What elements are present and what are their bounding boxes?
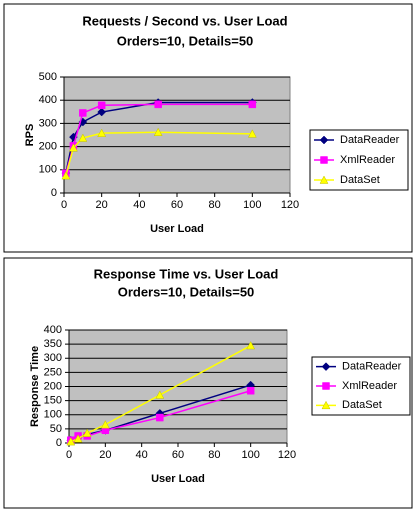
x-tick-label: 0 bbox=[61, 199, 67, 211]
y-axis-label: Response Time bbox=[29, 346, 41, 427]
x-tick-label: 80 bbox=[209, 199, 221, 211]
x-tick-label: 60 bbox=[171, 199, 183, 211]
marker bbox=[321, 362, 331, 372]
marker bbox=[100, 420, 110, 429]
marker bbox=[319, 175, 329, 184]
series-line bbox=[65, 131, 253, 176]
plot-area bbox=[63, 76, 291, 194]
marker bbox=[248, 100, 257, 109]
chart-title: Requests / Second vs. User Load bbox=[82, 13, 287, 28]
x-axis-label: User Load bbox=[151, 473, 205, 485]
x-tick-label: 20 bbox=[96, 199, 108, 211]
x-tick-label: 80 bbox=[208, 449, 220, 461]
marker bbox=[78, 133, 88, 142]
x-tick-label: 120 bbox=[281, 199, 299, 211]
y-tick-label: 0 bbox=[56, 437, 62, 449]
x-axis-label: User Load bbox=[150, 223, 204, 235]
y-tick-label: 200 bbox=[44, 380, 62, 392]
x-tick-label: 40 bbox=[133, 199, 145, 211]
x-tick-label: 0 bbox=[66, 449, 72, 461]
y-tick-label: 350 bbox=[44, 338, 62, 350]
y-tick-label: 150 bbox=[44, 395, 62, 407]
legend-label: XmlReader bbox=[342, 380, 397, 392]
x-tick-label: 20 bbox=[99, 449, 111, 461]
marker bbox=[246, 341, 256, 350]
marker bbox=[154, 100, 162, 109]
chart-subtitle: Orders=10, Details=50 bbox=[117, 33, 254, 48]
y-tick-label: 400 bbox=[44, 324, 62, 336]
y-tick-label: 100 bbox=[39, 164, 57, 176]
y-tick-label: 250 bbox=[44, 366, 62, 378]
y-tick-label: 100 bbox=[44, 409, 62, 421]
y-tick-label: 400 bbox=[39, 94, 57, 106]
marker bbox=[79, 109, 87, 117]
x-tick-label: 120 bbox=[278, 449, 296, 461]
y-tick-label: 50 bbox=[50, 423, 62, 435]
marker bbox=[73, 434, 83, 443]
y-tick-label: 0 bbox=[51, 187, 57, 199]
marker bbox=[68, 143, 78, 152]
marker bbox=[66, 437, 76, 446]
marker bbox=[153, 127, 163, 136]
legend-label: DataSet bbox=[340, 174, 380, 186]
marker bbox=[97, 101, 106, 110]
marker bbox=[320, 156, 328, 164]
legend-label: XmlReader bbox=[340, 154, 395, 166]
y-tick-label: 200 bbox=[39, 141, 57, 153]
legend-label: DataReader bbox=[340, 134, 400, 146]
x-tick-label: 100 bbox=[241, 449, 259, 461]
marker bbox=[321, 400, 331, 410]
chart-title: Response Time vs. User Load bbox=[94, 266, 279, 281]
marker bbox=[97, 128, 107, 137]
y-axis-label: RPS bbox=[24, 124, 36, 147]
marker bbox=[97, 107, 107, 117]
x-tick-label: 100 bbox=[243, 199, 261, 211]
chart-subtitle: Orders=10, Details=50 bbox=[118, 284, 255, 299]
x-tick-label: 60 bbox=[172, 449, 184, 461]
marker bbox=[61, 171, 71, 180]
marker bbox=[82, 428, 92, 437]
marker bbox=[319, 135, 329, 145]
marker bbox=[247, 129, 257, 138]
marker bbox=[246, 386, 255, 395]
marker bbox=[156, 413, 164, 422]
y-tick-label: 300 bbox=[44, 352, 62, 364]
marker bbox=[322, 382, 330, 390]
y-tick-label: 500 bbox=[39, 71, 57, 83]
y-tick-label: 300 bbox=[39, 117, 57, 129]
x-tick-label: 40 bbox=[136, 449, 148, 461]
legend-label: DataReader bbox=[342, 361, 402, 373]
marker bbox=[155, 390, 165, 399]
legend-label: DataSet bbox=[342, 399, 382, 411]
